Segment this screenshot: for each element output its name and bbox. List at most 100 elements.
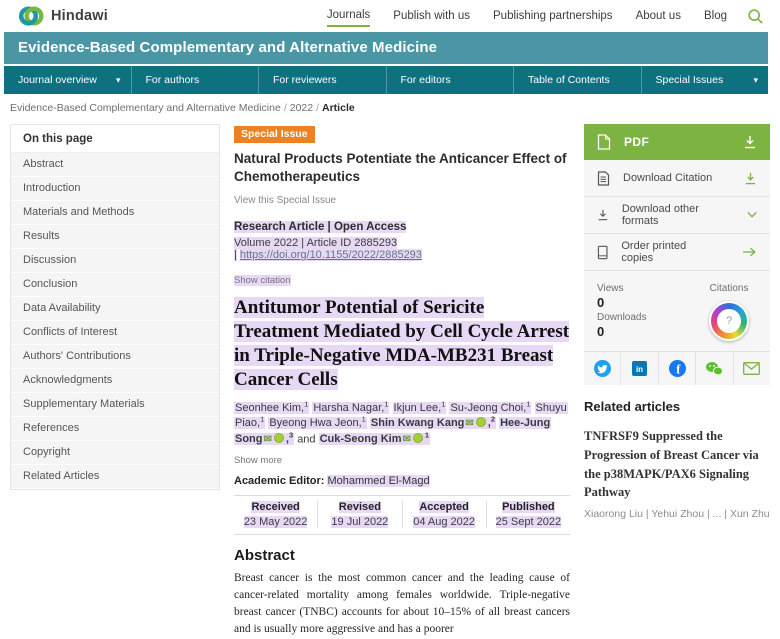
date-published: Published 25 Sept 2022 xyxy=(495,500,562,528)
related-article-title[interactable]: TNFRSF9 Suppressed the Progression of Br… xyxy=(584,429,759,500)
orcid-icon[interactable] xyxy=(273,433,284,444)
show-citation-link[interactable]: Show citation xyxy=(234,275,291,287)
top-nav-blog[interactable]: Blog xyxy=(703,9,727,22)
author-seonhee-kim: Seonhee Kim,1 xyxy=(234,398,310,414)
on-this-page-panel: On this page Abstract Introduction Materia… xyxy=(10,124,220,490)
wechat-icon xyxy=(705,362,724,376)
orcid-icon[interactable] xyxy=(412,433,423,444)
hindawi-logo[interactable]: Hindawi xyxy=(18,4,108,28)
download-other-formats-row[interactable]: Download other formats xyxy=(584,196,770,233)
abstract-heading: Abstract xyxy=(234,546,295,564)
svg-text:f: f xyxy=(676,362,681,376)
toc-item-related-articles[interactable]: Related Articles xyxy=(11,465,219,489)
breadcrumb-2022[interactable]: 2022 xyxy=(289,102,314,114)
toc-item-discussion[interactable]: Discussion xyxy=(11,249,219,273)
twitter-icon xyxy=(593,360,611,377)
authors-line: Seonhee Kim,1 Harsha Nagar,1 Ikjun Lee,1… xyxy=(234,398,568,446)
toc-item-abstract[interactable]: Abstract xyxy=(11,153,219,177)
arrow-right-icon xyxy=(742,247,756,257)
citations-label: Citations xyxy=(709,283,749,294)
journal-nav-table-of-contents[interactable]: Table of Contents xyxy=(514,66,642,94)
chevron-down-icon xyxy=(747,211,757,218)
journal-title: Evidence-Based Complementary and Alterna… xyxy=(18,39,438,56)
show-more-link[interactable]: Show more xyxy=(234,454,283,466)
share-twitter-button[interactable] xyxy=(584,352,622,385)
pdf-button[interactable]: PDF xyxy=(584,124,770,160)
article-id-line: Volume 2022 | Article ID 2885293 | https:… xyxy=(234,237,422,262)
author-su-jeong-choi: Su-Jeong Choi,1 xyxy=(449,398,532,414)
share-email-button[interactable] xyxy=(734,352,770,385)
special-issue-badge: Special Issue xyxy=(234,126,315,143)
share-bar: in f xyxy=(584,351,770,385)
search-button[interactable] xyxy=(747,8,764,25)
author-cuk-seong-kim: Cuk-Seong Kim✉ 1 xyxy=(318,430,431,446)
toc-item-acknowledgments[interactable]: Acknowledgments xyxy=(11,369,219,393)
toc-item-conflicts-of-interest[interactable]: Conflicts of Interest xyxy=(11,321,219,345)
order-printed-copies-label: Order printed copies xyxy=(621,240,687,264)
breadcrumb-article: Article xyxy=(322,102,355,114)
page-content: On this page Abstract Introduction Materia… xyxy=(0,120,780,639)
email-icon[interactable]: ✉ xyxy=(402,434,411,446)
top-nav-journals[interactable]: Journals xyxy=(326,6,371,27)
show-citation-row: Show citation xyxy=(234,270,570,288)
author-byeong-hwa-jeon: Byeong Hwa Jeon,1 xyxy=(268,414,367,430)
top-nav-publish-with-us[interactable]: Publish with us xyxy=(393,9,471,22)
toc-item-references[interactable]: References xyxy=(11,417,219,441)
altmetric-badge[interactable] xyxy=(709,301,749,341)
editor-name-link[interactable]: Mohammed El-Magd xyxy=(327,474,430,487)
top-nav-publishing-partnerships[interactable]: Publishing partnerships xyxy=(493,9,613,22)
article-column: Special Issue Natural Products Potentiat… xyxy=(234,124,570,639)
toc-header: On this page xyxy=(11,125,219,153)
date-received: Received 23 May 2022 xyxy=(234,500,319,528)
article-title: Antitumor Potential of Sericite Treatmen… xyxy=(234,297,570,390)
journal-nav-for-editors[interactable]: For editors xyxy=(387,66,514,94)
order-printed-copies-row[interactable]: Order printed copies xyxy=(584,233,770,270)
orcid-icon[interactable] xyxy=(475,417,486,428)
citation-document-icon xyxy=(597,170,610,186)
toc-list: Abstract Introduction Materials and Method… xyxy=(11,153,219,489)
email-icon[interactable]: ✉ xyxy=(263,434,272,446)
share-facebook-button[interactable]: f xyxy=(659,352,697,385)
toc-item-conclusion[interactable]: Conclusion xyxy=(11,273,219,297)
article-tools-card: PDF Download Citation xyxy=(584,124,770,385)
journal-nav-journal-overview[interactable]: Journal overview ▾ xyxy=(4,66,132,94)
doi-link[interactable]: https://doi.org/10.1155/2022/2885293 xyxy=(239,249,422,262)
email-icon xyxy=(743,362,761,375)
toc-item-supplementary-materials[interactable]: Supplementary Materials xyxy=(11,393,219,417)
pdf-file-icon xyxy=(597,134,611,150)
author-harsha-nagar: Harsha Nagar,1 xyxy=(312,398,390,414)
chevron-down-icon: ▾ xyxy=(753,74,758,85)
top-nav-about-us[interactable]: About us xyxy=(635,9,681,22)
share-linkedin-button[interactable]: in xyxy=(621,352,659,385)
download-citation-row[interactable]: Download Citation xyxy=(584,160,770,196)
toc-item-copyright[interactable]: Copyright xyxy=(11,441,219,465)
related-articles-section: Related articles TNFRSF9 Suppressed the … xyxy=(584,399,770,520)
pdf-label: PDF xyxy=(624,135,650,149)
view-special-issue-link[interactable]: View this Special Issue xyxy=(234,195,337,207)
show-more-row: Show more xyxy=(234,450,570,468)
email-icon[interactable]: ✉ xyxy=(465,418,474,430)
toc-item-materials-and-methods[interactable]: Materials and Methods xyxy=(11,201,219,225)
toc-item-introduction[interactable]: Introduction xyxy=(11,177,219,201)
chevron-down-icon: ▾ xyxy=(115,74,121,85)
download-citation-icon xyxy=(745,172,756,184)
journal-nav-for-reviewers[interactable]: For reviewers xyxy=(259,66,387,94)
journal-nav-for-authors[interactable]: For authors xyxy=(132,66,259,94)
printed-copy-icon xyxy=(597,245,608,259)
right-column: PDF Download Citation xyxy=(584,124,770,520)
hindawi-logo-icon xyxy=(18,6,44,26)
downloads-label: Downloads xyxy=(597,312,647,323)
abstract-text: Breast cancer is the most common cancer … xyxy=(234,571,570,636)
linkedin-icon: in xyxy=(632,361,648,376)
author-ikjun-lee: Ikjun Lee,1 xyxy=(392,398,447,414)
svg-text:in: in xyxy=(636,365,643,374)
toc-item-data-availability[interactable]: Data Availability xyxy=(11,297,219,321)
top-nav: Journals Publish with us Publishing partne… xyxy=(326,6,727,27)
breadcrumb-evidence-based-complementary-and-alternative-medicine[interactable]: Evidence-Based Complementary and Alterna… xyxy=(10,102,281,114)
special-issue-title: Natural Products Potentiate the Anticanc… xyxy=(234,151,567,184)
share-wechat-button[interactable] xyxy=(696,352,734,385)
journal-nav-special-issues[interactable]: Special Issues ▾ xyxy=(655,74,759,86)
toc-item-authors-contributions[interactable]: Authors' Contributions xyxy=(11,345,219,369)
toc-item-results[interactable]: Results xyxy=(11,225,219,249)
download-other-formats-label: Download other formats xyxy=(621,203,699,227)
